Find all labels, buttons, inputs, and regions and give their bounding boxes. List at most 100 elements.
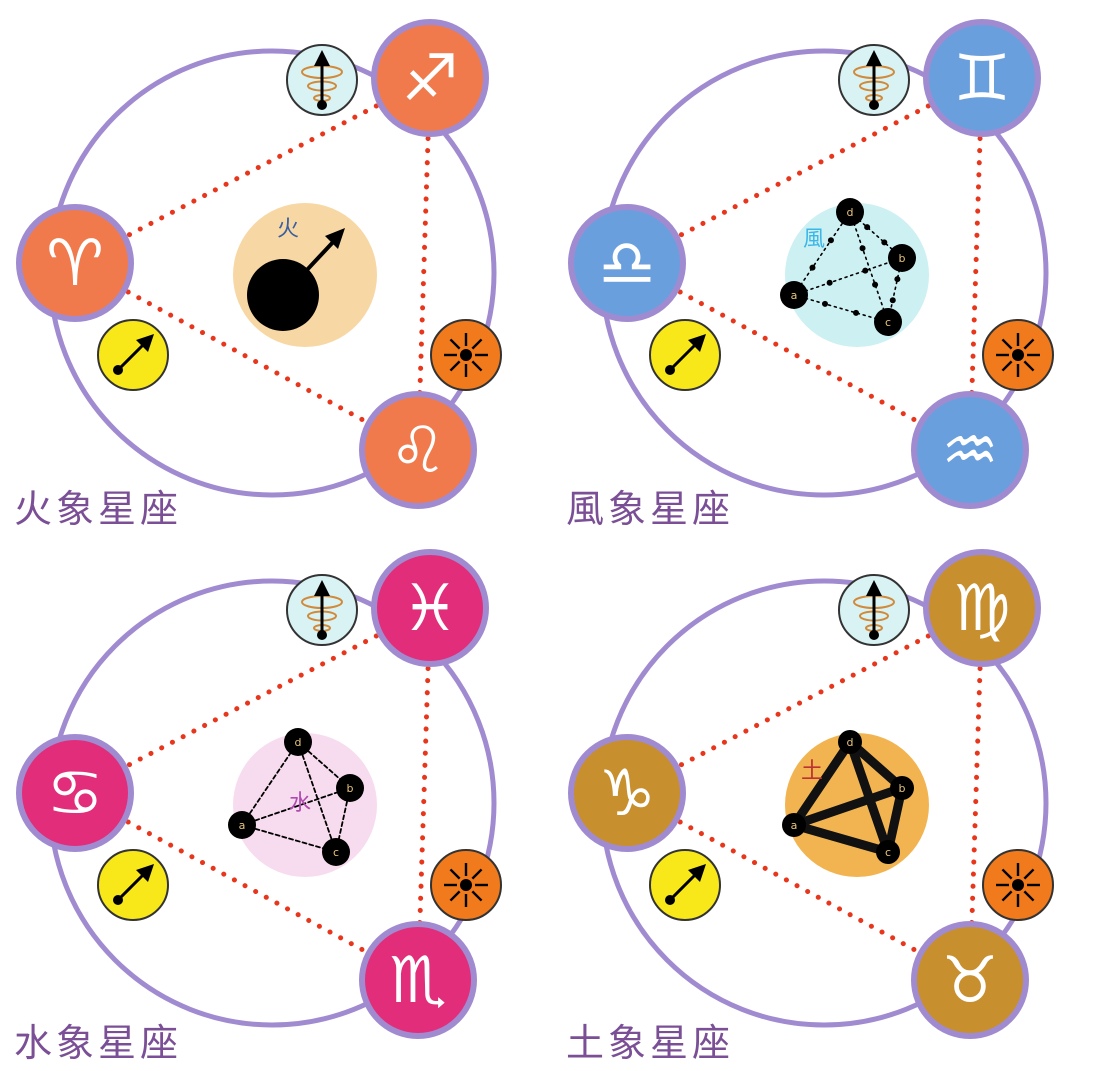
sun-ray (449, 868, 461, 880)
arrow-base (317, 100, 327, 110)
network-dot (809, 264, 816, 271)
network-dot (894, 276, 901, 283)
sun-ray (471, 868, 483, 880)
element-emblem: a b c d 風 (780, 198, 929, 347)
arrow-base (869, 630, 879, 640)
sign-aquarius-icon: ♒ (941, 414, 998, 488)
network-node-label-d: d (847, 736, 854, 749)
network-node-label-d: d (847, 206, 854, 219)
sun-ray (449, 360, 461, 372)
network-node-label-b: b (899, 252, 906, 265)
network-node-label-c: c (885, 846, 891, 859)
sun-ray (471, 890, 483, 902)
sign-badge-bg (568, 204, 686, 322)
network-edge (297, 741, 337, 853)
sign-badge-bg (359, 921, 477, 1039)
diagonal-arrow-icon (97, 849, 169, 921)
arrow-base (113, 895, 123, 905)
element-char: 火 (277, 217, 299, 242)
water-signs-label: 水象星座 (14, 1021, 183, 1065)
spiral-arrow-icon (286, 44, 358, 116)
sign-cancer-icon: ♋ (46, 757, 103, 831)
element-emblem: a b c d 土 (782, 730, 929, 877)
sign-badge-bg (371, 19, 489, 137)
sign-virgo-icon: ♍ (953, 572, 1010, 646)
sign-gemini-icon: ♊ (953, 42, 1010, 116)
radiating-sun-icon (982, 319, 1054, 391)
network-node-label-a: a (791, 819, 798, 832)
arrow-head (314, 50, 330, 66)
sun-ray (471, 338, 483, 350)
trine-dotted-line (415, 75, 433, 453)
network-edge (793, 257, 903, 296)
sun-ray (1001, 360, 1013, 372)
network-dot (853, 309, 860, 316)
mars-arrow-head (325, 228, 345, 249)
sun-ray (449, 338, 461, 350)
sign-badge-bg (923, 549, 1041, 667)
spiral-arrow-icon (838, 574, 910, 646)
sign-scorpio-icon: ♏ (389, 944, 446, 1018)
network-node-c (322, 838, 350, 866)
arrow-shaft (116, 342, 146, 372)
network-edge (793, 294, 889, 323)
trine-dotted-line (624, 260, 973, 453)
sun-core (460, 349, 472, 361)
diagonal-arrow-icon (97, 319, 169, 391)
sign-aquarius-badge: ♒ (911, 391, 1029, 509)
radiating-sun-icon (430, 849, 502, 921)
sign-badge-bg (359, 391, 477, 509)
sign-sagittarius-badge: ♐ (371, 19, 489, 137)
network-node-d (838, 730, 862, 754)
sun-core (1012, 349, 1024, 361)
sign-badge-bg (16, 734, 134, 852)
sun-ray (449, 890, 461, 902)
sign-capricorn-icon: ♑ (598, 757, 655, 831)
sun-ray (1001, 890, 1013, 902)
sign-aries-badge: ♈ (16, 204, 134, 322)
element-emblem: 火 (233, 203, 377, 347)
network-node-label-b: b (899, 782, 906, 795)
network-node-b (890, 776, 914, 800)
mars-body (247, 259, 319, 331)
sign-scorpio-badge: ♏ (359, 921, 477, 1039)
sign-gemini-badge: ♊ (923, 19, 1041, 137)
sign-sagittarius-icon: ♐ (401, 42, 458, 116)
sign-cancer-badge: ♋ (16, 734, 134, 852)
network-edge (241, 741, 299, 826)
arrow-base (665, 895, 675, 905)
sign-badge-bg (911, 921, 1029, 1039)
arrow-shaft (116, 872, 146, 902)
radiating-sun-icon (982, 849, 1054, 921)
sign-taurus-badge: ♉ (911, 921, 1029, 1039)
sun-core (460, 879, 472, 891)
network-dot (889, 297, 896, 304)
network-dot (881, 239, 888, 246)
sign-libra-badge: ♎ (568, 204, 686, 322)
element-char: 土 (801, 759, 823, 784)
sign-leo-icon: ♌ (389, 414, 446, 488)
network-edge (849, 211, 889, 323)
sign-badge-bg (911, 391, 1029, 509)
sun-ray (1001, 868, 1013, 880)
arrow-head (866, 580, 882, 596)
earth-signs-label: 土象星座 (566, 1021, 735, 1065)
network-dot (822, 300, 829, 307)
sun-core (1012, 879, 1024, 891)
sun-ray (1023, 868, 1035, 880)
trine-dotted-line (967, 75, 985, 453)
network-dot (827, 237, 834, 244)
network-node-d (836, 198, 864, 226)
network-node-label-a: a (239, 819, 246, 832)
network-node-label-b: b (347, 782, 354, 795)
sun-ray (1023, 360, 1035, 372)
trine-dotted-line (624, 790, 973, 983)
network-node-a (228, 811, 256, 839)
diagonal-arrow-icon (649, 849, 721, 921)
network-node-c (876, 840, 900, 864)
sign-badge-bg (16, 204, 134, 322)
trine-dotted-line (415, 605, 433, 983)
network-edge (789, 783, 907, 830)
